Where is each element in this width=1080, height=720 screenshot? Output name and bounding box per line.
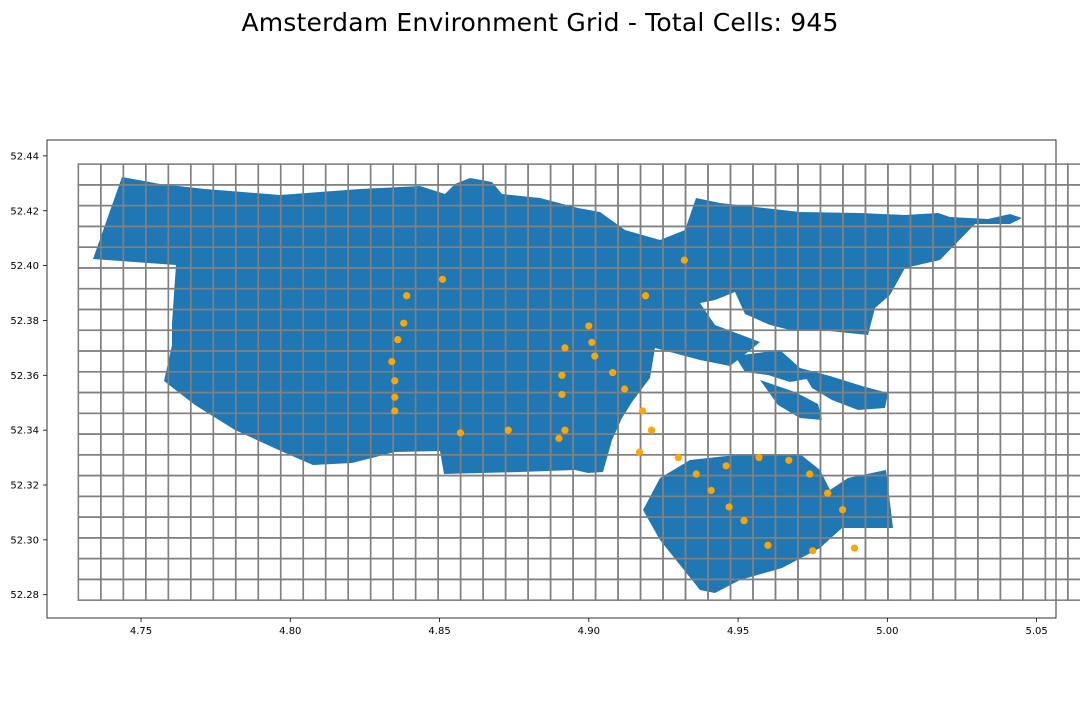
- y-tick-label: 52.34: [10, 426, 39, 437]
- sensor-point: [555, 434, 563, 442]
- sensor-point: [621, 385, 629, 393]
- x-tick-label: 5.00: [876, 626, 898, 637]
- grid-cell: [1067, 412, 1080, 435]
- sensor-point: [806, 470, 814, 478]
- y-tick-label: 52.28: [10, 590, 39, 601]
- sensor-point: [740, 517, 748, 525]
- sensor-point: [504, 426, 512, 434]
- grid-cell: [1067, 557, 1080, 581]
- grid-cell: [1067, 267, 1080, 290]
- sensor-point: [438, 275, 447, 283]
- sensor-point: [561, 344, 569, 352]
- sensor-point: [591, 352, 599, 360]
- sensor-point: [388, 357, 396, 366]
- sensor-point: [764, 541, 772, 549]
- sensor-point: [585, 322, 593, 330]
- x-tick-label: 4.90: [578, 626, 600, 637]
- sensor-point: [394, 336, 402, 344]
- sensor-point: [680, 256, 688, 264]
- sensor-point: [391, 393, 399, 401]
- sensor-point: [647, 426, 656, 434]
- y-tick-label: 52.44: [10, 151, 39, 162]
- y-tick-label: 52.40: [10, 261, 39, 272]
- grid-cell: [1067, 350, 1080, 373]
- sensor-point: [707, 486, 715, 495]
- sensor-point: [456, 429, 465, 437]
- sensor-point: [635, 448, 644, 456]
- sensor-point: [725, 503, 733, 511]
- grid-cell: [1067, 391, 1080, 415]
- sensor-point: [824, 489, 832, 497]
- x-axis: 4.75 4.80 4.85 4.90 4.95 5.00 5.05: [130, 618, 1048, 637]
- sensor-point: [588, 338, 596, 346]
- grid-cell: [1067, 537, 1080, 560]
- sensor-point: [558, 390, 566, 399]
- sensor-point: [755, 453, 763, 462]
- sensor-point: [391, 407, 399, 415]
- sensor-point: [400, 319, 408, 327]
- grid-cell: [1067, 495, 1080, 518]
- y-tick-label: 52.42: [10, 206, 39, 217]
- grid-cell: [1067, 287, 1080, 311]
- grid-cell: [1067, 163, 1080, 186]
- y-tick-label: 52.36: [10, 371, 39, 382]
- grid-cell: [1067, 329, 1080, 352]
- sensor-point: [403, 292, 411, 300]
- x-tick-label: 4.80: [279, 626, 301, 637]
- y-tick-label: 52.38: [10, 316, 39, 327]
- grid-cell: [1067, 474, 1080, 498]
- grid-cell: [1067, 225, 1080, 248]
- grid-cell: [1067, 433, 1080, 456]
- sensor-point: [850, 544, 859, 552]
- x-tick-label: 4.75: [130, 626, 152, 637]
- sensor-point: [638, 407, 647, 415]
- sensor-point: [609, 368, 617, 377]
- sensor-point: [391, 377, 399, 385]
- x-tick-label: 4.95: [727, 626, 749, 637]
- x-tick-label: 4.85: [428, 626, 450, 637]
- x-tick-label: 5.05: [1025, 626, 1047, 637]
- grid-cell: [1067, 578, 1080, 601]
- y-tick-label: 52.30: [10, 535, 39, 546]
- environment-grid: [77, 163, 1080, 601]
- sensor-point: [558, 371, 566, 379]
- sensor-point: [722, 462, 730, 470]
- sensor-point: [838, 506, 847, 514]
- sensor-point: [692, 470, 700, 478]
- sensor-point: [561, 426, 569, 434]
- grid-cell: [1067, 246, 1080, 269]
- sensor-point: [641, 292, 650, 300]
- sensor-point: [785, 456, 793, 464]
- sensor-points: [388, 256, 859, 555]
- grid-cell: [1067, 308, 1080, 332]
- grid-cell: [1067, 370, 1080, 394]
- sensor-point: [674, 453, 682, 462]
- grid-cell: [1067, 204, 1080, 228]
- sensor-point: [809, 547, 817, 555]
- y-tick-label: 52.32: [10, 480, 39, 491]
- grid-cell: [1067, 184, 1080, 207]
- grid-cell: [1067, 516, 1080, 539]
- grid-cell: [1067, 454, 1080, 477]
- y-axis: 52.28 52.30 52.32 52.34 52.36 52.38 52.40 52.42…: [10, 151, 47, 601]
- land-peninsula-1: [735, 350, 812, 382]
- map-title: Amsterdam Environment Grid - Total Cells…: [241, 8, 839, 37]
